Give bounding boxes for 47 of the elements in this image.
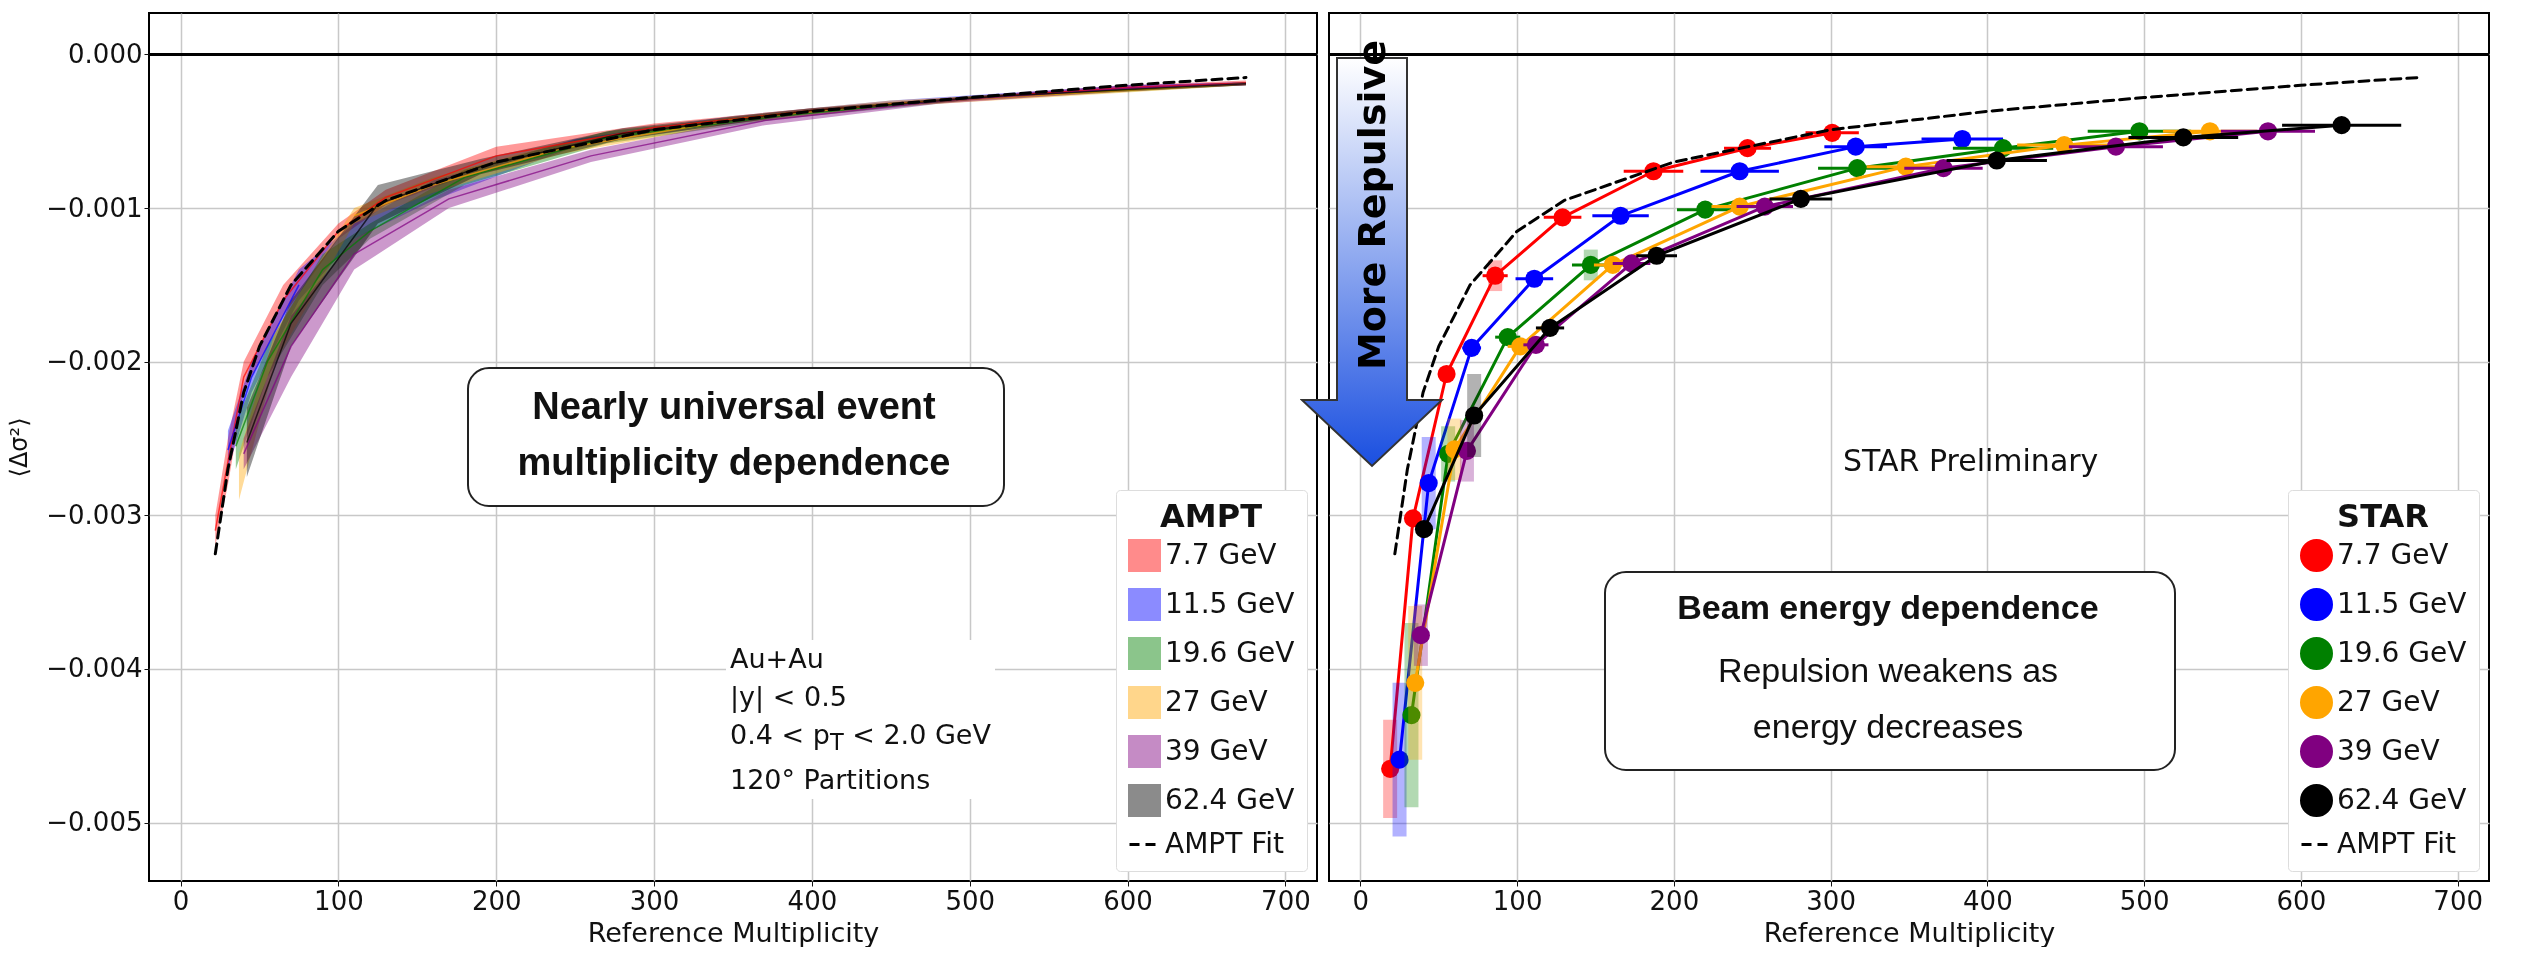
y-tick-label: −0.003 [46,499,143,530]
x-tick-label: 600 [1103,885,1153,916]
legend-title: AMPT [1160,497,1263,535]
legend-label: 7.7 GeV [1165,537,1277,571]
annotation: Nearly universal event multiplicity dependence [516,384,952,485]
annotation: Beam energy dependence [1676,588,2100,627]
annotation: Repulsion weakens as energy decreases [1716,650,2060,747]
legend-label: 27 GeV [2337,684,2440,718]
y-tick-label: −0.004 [46,653,143,684]
y-tick-label: −0.005 [46,807,143,838]
legend-label: AMPT Fit [2337,826,2457,860]
y-tick-label: −0.001 [46,192,143,223]
y-axis-title: ⟨Δσ²⟩ [5,417,34,478]
x-tick-label: 200 [1649,885,1700,916]
x-axis-title: Reference Multiplicity [1763,916,2056,948]
legend-label: 62.4 GeV [2337,782,2467,816]
x-axis-title: Reference Multiplicity [587,916,880,948]
x-tick-label: 600 [2276,885,2327,916]
legend-label: 27 GeV [1165,684,1268,718]
legend-label: 62.4 GeV [1165,782,1295,816]
x-tick-label: 500 [2119,885,2170,916]
legend-title: STAR [2337,497,2429,535]
x-tick-label: 300 [1806,885,1856,916]
annotation: More Repulsive [1350,39,1394,371]
legend-label: 11.5 GeV [1165,586,1295,620]
annotation: STAR Preliminary [1843,443,2099,478]
x-tick-label: 0 [172,885,190,916]
legend-label: 39 GeV [2337,733,2440,767]
y-tick-label: −0.002 [46,346,143,377]
x-tick-label: 400 [1963,885,2013,916]
x-tick-label: 700 [2433,885,2483,916]
x-tick-label: 100 [314,885,364,916]
x-tick-label: 300 [629,885,680,916]
x-tick-label: 400 [787,885,838,916]
legend-label: 39 GeV [1165,733,1268,767]
x-tick-label: 700 [1261,885,1311,916]
legend-label: 11.5 GeV [2337,586,2467,620]
x-tick-label: 200 [471,885,522,916]
legend-label: 19.6 GeV [2337,635,2467,669]
x-tick-label: 0 [1352,885,1370,916]
legend-label: 19.6 GeV [1165,635,1295,669]
x-tick-label: 100 [1492,885,1543,916]
legend-label: AMPT Fit [1165,826,1285,860]
y-tick-label: 0.000 [68,38,143,69]
x-tick-label: 500 [945,885,996,916]
legend-label: 7.7 GeV [2337,537,2449,571]
annotation: Au+Au |y| < 0.5 0.4 < p$_{T}$ < 2.0 GeV 120° Partitions [726,640,995,800]
